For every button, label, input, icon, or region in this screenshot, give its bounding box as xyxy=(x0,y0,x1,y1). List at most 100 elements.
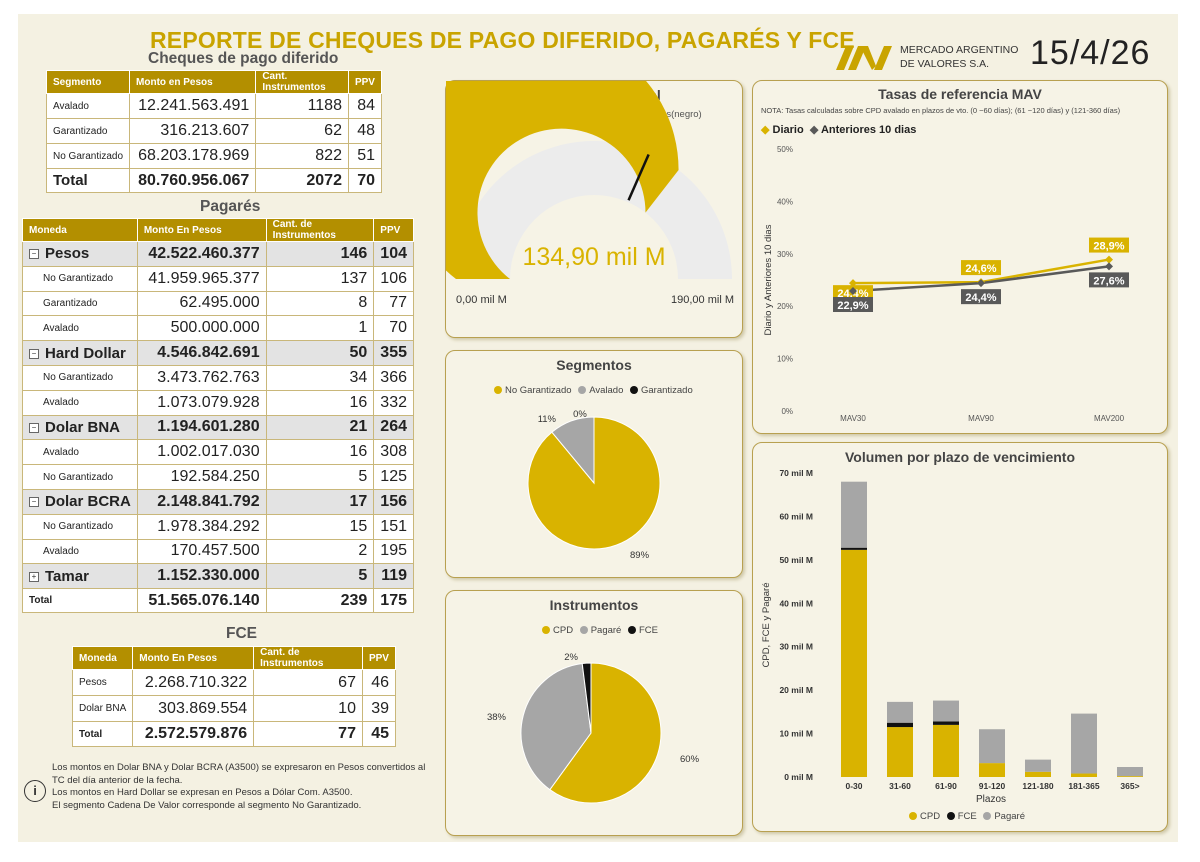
legend-dot-pagare xyxy=(579,626,588,635)
table-cell: Total xyxy=(45,168,131,193)
table-cell: 316.213.607 xyxy=(129,118,257,144)
bar-segment xyxy=(1117,767,1143,777)
collapse-icon[interactable]: − xyxy=(29,348,39,359)
table-cell: 12.241.563.491 xyxy=(129,93,257,119)
y-axis-label: CPD, FCE y Pagaré xyxy=(761,583,772,668)
table-group-row[interactable]: − Pesos 42.522.460.377 146 104 xyxy=(22,241,414,267)
legend-dot-bar-fce xyxy=(946,812,955,821)
table-cell: 5 xyxy=(265,464,375,490)
pie-slice xyxy=(581,662,592,734)
table-cell: 156 xyxy=(373,488,414,515)
table-cell: 68.203.178.969 xyxy=(129,143,257,169)
table-cell: Avalado xyxy=(22,538,138,565)
rates-title: Tasas de referencia MAV xyxy=(878,86,1042,102)
table-cell: 2.268.710.322 xyxy=(132,669,255,696)
legend-dot-fce xyxy=(627,626,636,635)
y-tick-label: 20 mil M xyxy=(779,685,813,695)
table-cell: Total xyxy=(71,721,134,747)
table-group-row[interactable]: − Hard Dollar 4.546.842.691 50 355 xyxy=(22,340,414,366)
column-header: PPV xyxy=(373,218,414,242)
table-row: No Garantizado 68.203.178.969 822 51 xyxy=(45,143,383,169)
bar-segment xyxy=(933,700,959,722)
table-group-row[interactable]: − Dolar BNA 1.194.601.280 21 264 xyxy=(22,414,414,441)
table-cell: 70 xyxy=(347,168,383,193)
data-label-box xyxy=(961,289,1001,305)
collapse-icon[interactable]: − xyxy=(29,423,39,433)
column-header: PPV xyxy=(361,646,397,670)
y-axis-label: Diario y Anteriores 10 dias xyxy=(763,224,774,335)
table-cell: Garantizado xyxy=(45,118,131,144)
series-point xyxy=(977,279,985,288)
table-cell: 5 xyxy=(265,563,375,590)
footnotes: Los montos en Dolar BNA y Dolar BCRA (A3… xyxy=(52,762,425,812)
table-cell: 1.152.330.000 xyxy=(136,563,267,590)
table-row: Garantizado 62.495.000 8 77 xyxy=(22,290,414,317)
data-label: 28,9% xyxy=(1093,241,1124,253)
table-cell: 239 xyxy=(265,588,375,614)
table-row: No Garantizado 3.473.762.763 34 366 xyxy=(22,364,414,391)
table-group-row[interactable]: − Dolar BCRA 2.148.841.792 17 156 xyxy=(22,488,414,515)
bar-segment xyxy=(1071,773,1097,777)
legend-dot-cpd xyxy=(542,626,550,635)
rates-note: NOTA: Tasas calculadas sobre CPD avalado… xyxy=(761,106,1121,115)
table-row: Garantizado 316.213.607 62 48 xyxy=(45,118,383,144)
bar-segment xyxy=(841,481,867,548)
table-cell: 195 xyxy=(373,538,414,565)
column-header: Monto en Pesos xyxy=(129,70,257,94)
column-header: Segmento xyxy=(45,70,131,94)
table-cell: 41.959.965.377 xyxy=(136,265,267,292)
table-cell: 1.073.079.928 xyxy=(136,389,267,416)
legend-avalado-label: Avalado xyxy=(589,385,624,396)
group-label: Dolar BCRA xyxy=(45,493,131,511)
table-cell: Pesos xyxy=(71,669,134,696)
instrumentos-panel: Instrumentos CPD Pagaré FCE 60% 38% 2% xyxy=(445,590,743,836)
table-cell: Total xyxy=(22,588,138,614)
legend-bar-cpd-label: CPD xyxy=(920,811,941,822)
table-cell: 1.002.017.030 xyxy=(136,439,267,466)
table-cell: 16 xyxy=(265,389,375,416)
table-cell: 264 xyxy=(373,414,414,441)
instrumentos-pie-chart: 60% 38% 2% xyxy=(487,652,700,804)
rates-legend: ◆ Diario ◆ Anteriores 10 dias xyxy=(761,123,916,136)
y-tick-label: 0% xyxy=(781,407,793,416)
table-cell: 125 xyxy=(373,464,414,490)
table-cell: 17 xyxy=(265,488,375,515)
table-cell: No Garantizado xyxy=(22,464,138,490)
segmentos-title: Segmentos xyxy=(556,357,632,373)
instrumentos-legend: CPD Pagaré FCE xyxy=(542,625,658,636)
cheques-table: Segmento Monto en Pesos Cant. Instrumentos… xyxy=(45,70,383,193)
table-cell: + Tamar xyxy=(22,563,138,590)
table-cell: 170.457.500 xyxy=(136,538,267,565)
x-tick-label: 121-180 xyxy=(1022,781,1053,791)
segmentos-panel: Segmentos No Garantizado Avalado Garanti… xyxy=(445,350,743,578)
legend-pagare-label: Pagaré xyxy=(590,625,622,636)
gauge-chart: 134,90 mil M 0,00 mil M 190,00 mil M xyxy=(446,81,734,306)
table-cell: 10 xyxy=(253,695,363,722)
table-cell: 106 xyxy=(373,265,414,292)
legend-diario-marker: ◆ xyxy=(761,124,770,136)
column-header: Moneda xyxy=(22,218,138,242)
table-cell: 16 xyxy=(265,439,375,466)
expand-icon[interactable]: + xyxy=(29,571,39,582)
legend-dot-bar-cpd xyxy=(909,812,917,821)
y-tick-label: 50% xyxy=(777,145,793,154)
bar-segment xyxy=(933,724,959,777)
table-row: Avalado 12.241.563.491 1188 84 xyxy=(45,93,383,119)
gauge-reference-marker xyxy=(627,153,650,201)
table-cell: 332 xyxy=(373,389,414,416)
collapse-icon[interactable]: − xyxy=(29,249,39,260)
table-cell: Garantizado xyxy=(22,290,138,317)
data-label: 27,6% xyxy=(1093,275,1124,287)
y-tick-label: 50 mil M xyxy=(779,555,813,565)
table-cell: 8 xyxy=(265,290,375,317)
table-cell: 50 xyxy=(265,340,375,366)
table-group-row[interactable]: + Tamar 1.152.330.000 5 119 xyxy=(22,563,414,590)
table-cell: No Garantizado xyxy=(22,364,138,391)
table-cell: 2.572.579.876 xyxy=(132,721,255,747)
legend-dot-garantizado xyxy=(630,386,638,395)
y-tick-label: 30% xyxy=(777,250,793,259)
table-cell: 15 xyxy=(265,513,375,540)
report-date: 15/4/26 xyxy=(1030,34,1151,72)
collapse-icon[interactable]: − xyxy=(29,497,39,508)
x-tick-label: 365> xyxy=(1120,781,1139,791)
